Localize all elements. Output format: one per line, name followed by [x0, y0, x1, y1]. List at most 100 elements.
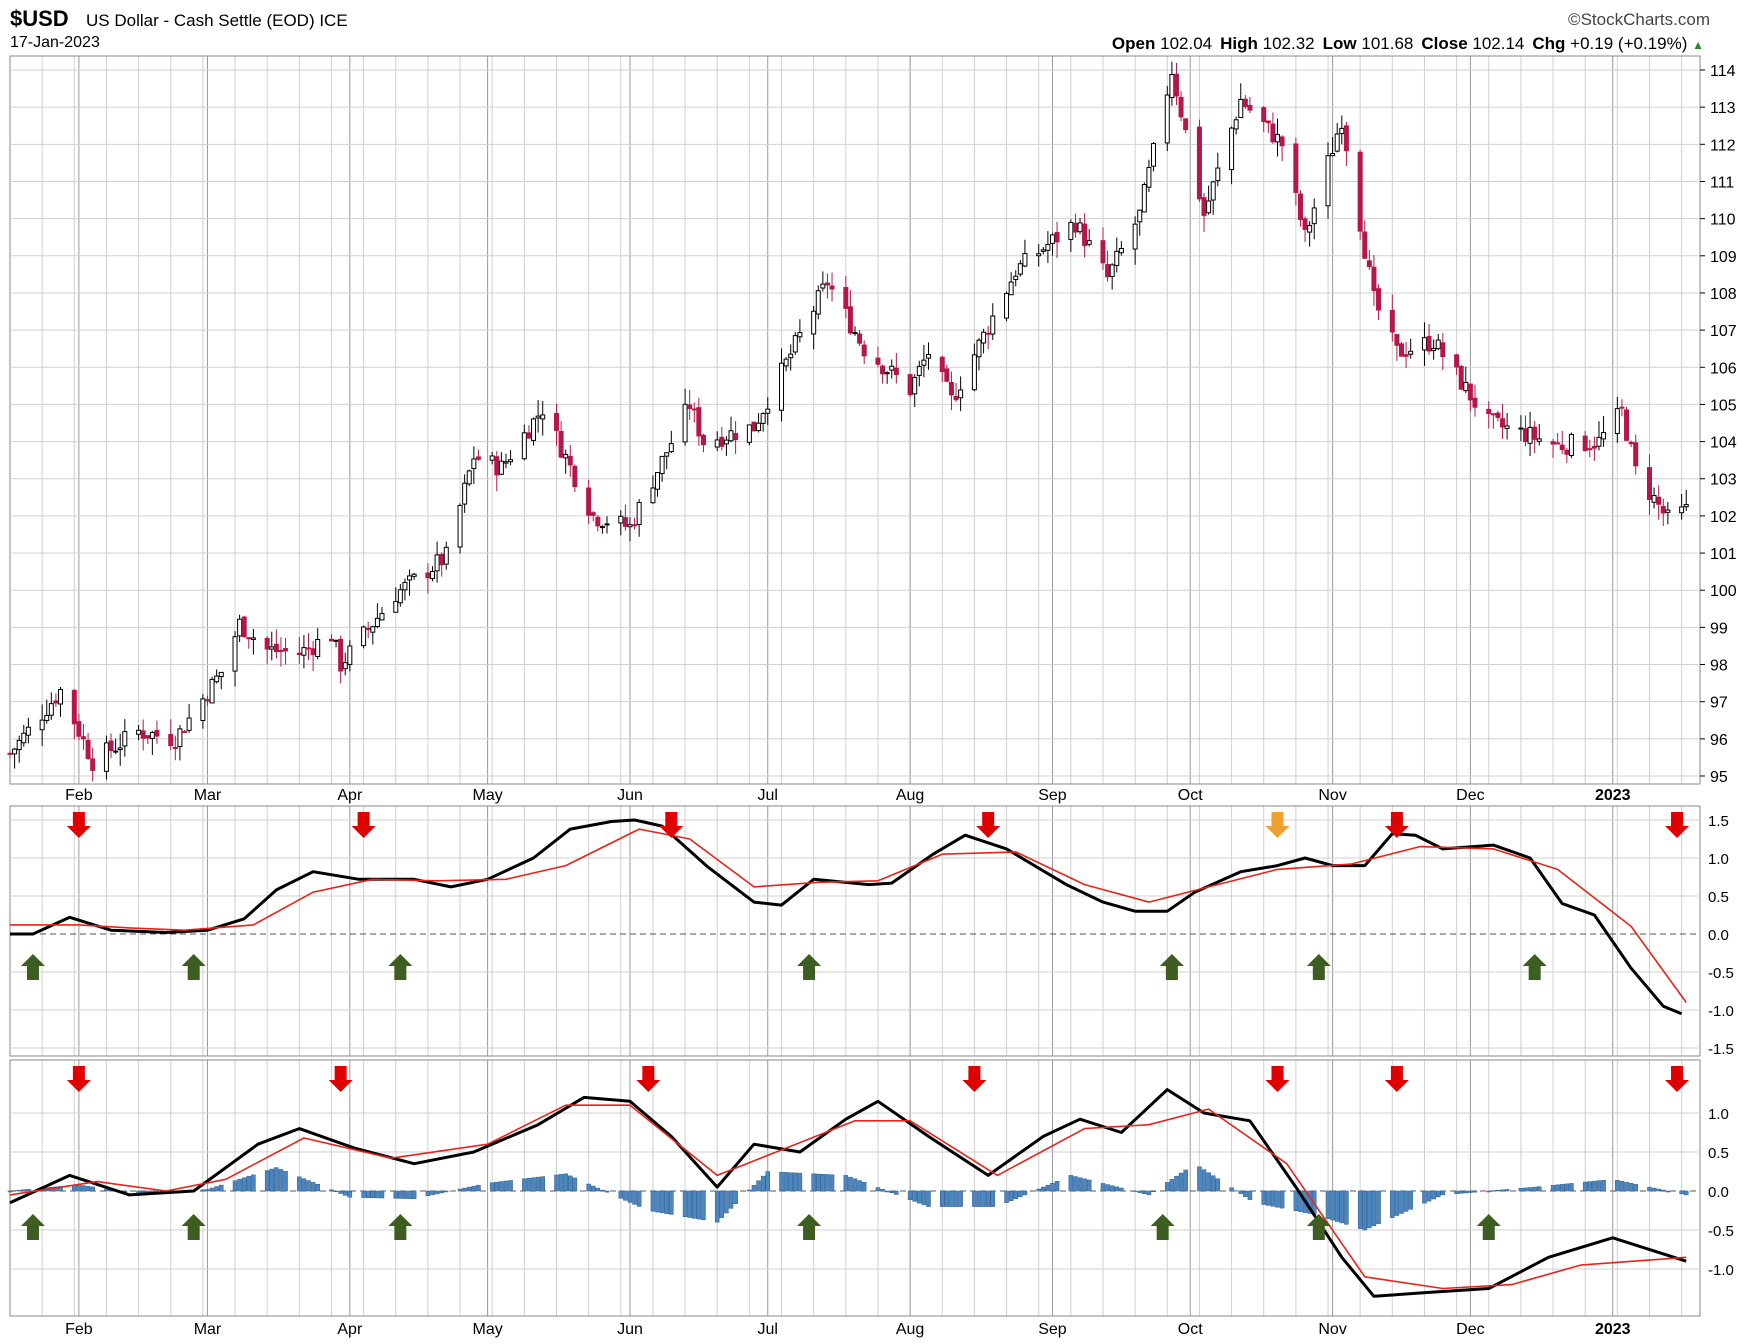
- candle: [700, 433, 706, 453]
- open-value: 102.04: [1160, 34, 1213, 53]
- indicator-panel-2-frame: [9, 1059, 1701, 1317]
- candle-body: [1201, 197, 1207, 216]
- candle-body: [1389, 309, 1395, 333]
- histogram-bar: [719, 1190, 725, 1218]
- candle-body: [925, 354, 931, 359]
- candle: [1495, 410, 1501, 422]
- candle: [1490, 413, 1496, 429]
- histogram-bar: [85, 1185, 91, 1192]
- candle: [1270, 112, 1276, 144]
- candle: [1325, 142, 1331, 219]
- histogram-bar: [1564, 1183, 1570, 1192]
- candle-body: [503, 461, 509, 464]
- candle: [503, 453, 509, 469]
- histogram-bar: [852, 1178, 858, 1192]
- histogram-bar: [1105, 1184, 1110, 1192]
- candle-body: [475, 456, 481, 460]
- histogram-bar: [1238, 1190, 1244, 1194]
- candle: [1215, 152, 1221, 187]
- candle-body: [700, 434, 706, 446]
- candle-body: [16, 739, 22, 751]
- candle-body: [664, 452, 670, 457]
- candle: [1362, 220, 1368, 259]
- candle-body: [746, 424, 752, 443]
- histogram-bar: [1555, 1184, 1560, 1192]
- histogram-bar: [1279, 1190, 1285, 1209]
- candle-body: [981, 331, 987, 344]
- candle-body: [875, 357, 881, 365]
- candle: [985, 326, 991, 350]
- candle-body: [815, 290, 821, 315]
- symbol: $USD: [10, 6, 69, 31]
- candle-body: [1435, 339, 1441, 350]
- candle: [1265, 120, 1271, 133]
- candle: [457, 503, 463, 554]
- price-tick-label: 109: [1710, 249, 1737, 266]
- candle: [411, 572, 417, 580]
- chart-date: 17-Jan-2023: [10, 34, 100, 51]
- candle: [1472, 384, 1478, 417]
- candle-body: [328, 638, 334, 642]
- candle-body: [756, 422, 762, 432]
- candle-body: [1343, 125, 1349, 152]
- candle-body: [1582, 435, 1588, 452]
- candle-body: [939, 356, 945, 373]
- price-tick-label: 111: [1710, 174, 1734, 191]
- price-tick-label: 106: [1710, 360, 1737, 377]
- histogram-bar: [1004, 1190, 1009, 1203]
- candle-body: [393, 601, 399, 613]
- candle-body: [53, 700, 59, 704]
- candle: [1679, 494, 1685, 520]
- histogram-bar: [522, 1178, 527, 1192]
- candle: [912, 374, 918, 408]
- candle: [200, 694, 206, 729]
- candle: [751, 421, 757, 432]
- candle: [76, 713, 82, 741]
- arrow-up-icon: [797, 1214, 822, 1240]
- candle-body: [586, 487, 592, 516]
- candle: [893, 353, 899, 384]
- arrow-up-icon: [1522, 954, 1547, 980]
- candle: [1403, 342, 1409, 368]
- candle-body: [306, 647, 312, 650]
- histogram-bar: [1661, 1189, 1666, 1192]
- candle-body: [884, 372, 890, 375]
- candle: [1559, 431, 1565, 455]
- histogram-bar: [811, 1173, 816, 1192]
- histogram-bar: [1018, 1190, 1023, 1198]
- candle: [1105, 250, 1111, 282]
- price-month-label: Feb: [65, 787, 93, 804]
- candle: [632, 517, 638, 530]
- candle: [1454, 353, 1460, 375]
- price-month-label: Mar: [194, 787, 222, 804]
- candle-body: [269, 646, 275, 650]
- histogram-bar: [1339, 1190, 1345, 1224]
- candle-body: [1339, 127, 1345, 135]
- histogram-bar: [623, 1190, 628, 1201]
- arrow-up-icon: [388, 954, 413, 980]
- histogram-bar: [558, 1174, 564, 1192]
- candle: [636, 499, 642, 537]
- candle-body: [1601, 432, 1607, 440]
- candle-body: [397, 589, 403, 604]
- candle-body: [200, 698, 206, 722]
- candle-body: [852, 332, 858, 335]
- candle: [1522, 415, 1528, 447]
- candle-body: [149, 731, 155, 739]
- histogram-bar: [526, 1177, 532, 1192]
- candle: [1500, 404, 1506, 439]
- histogram-bar: [861, 1182, 867, 1192]
- histogram-bar: [926, 1190, 931, 1207]
- candle: [659, 455, 665, 482]
- histogram-bar: [16, 1189, 22, 1192]
- candle-body: [273, 643, 279, 653]
- bottom-month-label: Feb: [65, 1321, 93, 1338]
- price-month-label: Dec: [1456, 787, 1484, 804]
- histogram-bar: [315, 1184, 320, 1192]
- candle: [1619, 399, 1625, 417]
- candle-body: [113, 750, 119, 753]
- histogram-bar: [1041, 1186, 1046, 1192]
- candle: [861, 340, 867, 365]
- high-value: 102.32: [1262, 34, 1315, 53]
- histogram-bar: [990, 1190, 996, 1207]
